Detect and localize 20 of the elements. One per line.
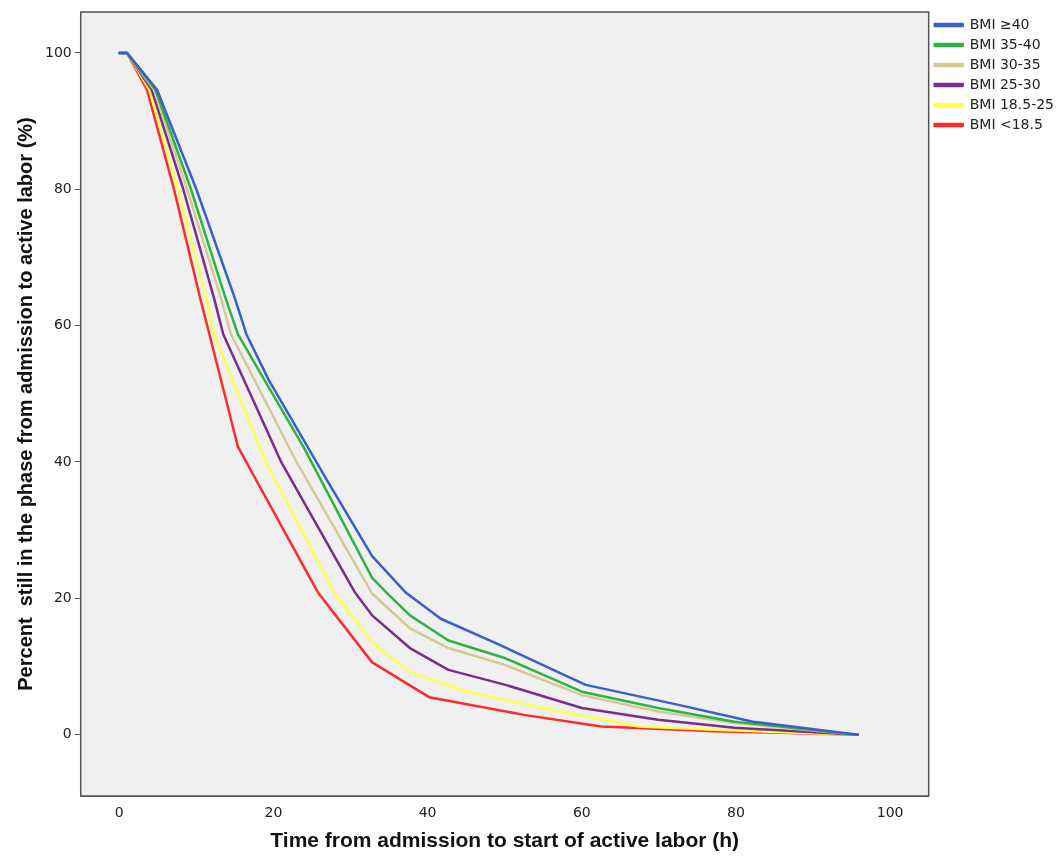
y-tick-label: 40 [53, 452, 72, 469]
y-tick-label: 60 [53, 316, 72, 333]
legend-label: BMI ≥40 [969, 15, 1030, 32]
y-tick-label: 80 [53, 179, 72, 196]
x-tick-label: 40 [418, 804, 437, 821]
y-tick-label: 20 [53, 588, 72, 605]
x-tick-label: 80 [727, 804, 745, 821]
x-tick-label: 20 [264, 804, 283, 821]
x-tick-label: 60 [572, 804, 591, 821]
x-tick-label: 100 [876, 804, 904, 821]
y-axis-title: Percent still in the phase from admission to active labor (%) [13, 117, 36, 691]
legend-label: BMI 25-30 [969, 75, 1041, 92]
legend-label: BMI 18.5-25 [969, 95, 1055, 112]
x-tick-label: 0 [114, 804, 124, 821]
legend-label: BMI <18.5 [969, 115, 1043, 132]
legend-label: BMI 30-35 [969, 55, 1041, 72]
x-axis-title: Time from admission to start of active labor (h) [270, 828, 740, 852]
y-tick-label: 0 [62, 725, 72, 742]
y-tick-label: 100 [44, 43, 72, 60]
legend-label: BMI 35-40 [969, 35, 1041, 52]
